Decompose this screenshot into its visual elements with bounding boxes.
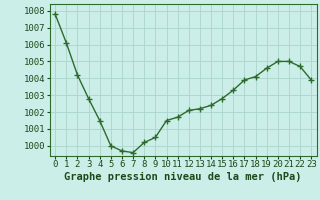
X-axis label: Graphe pression niveau de la mer (hPa): Graphe pression niveau de la mer (hPa) [64,172,302,182]
